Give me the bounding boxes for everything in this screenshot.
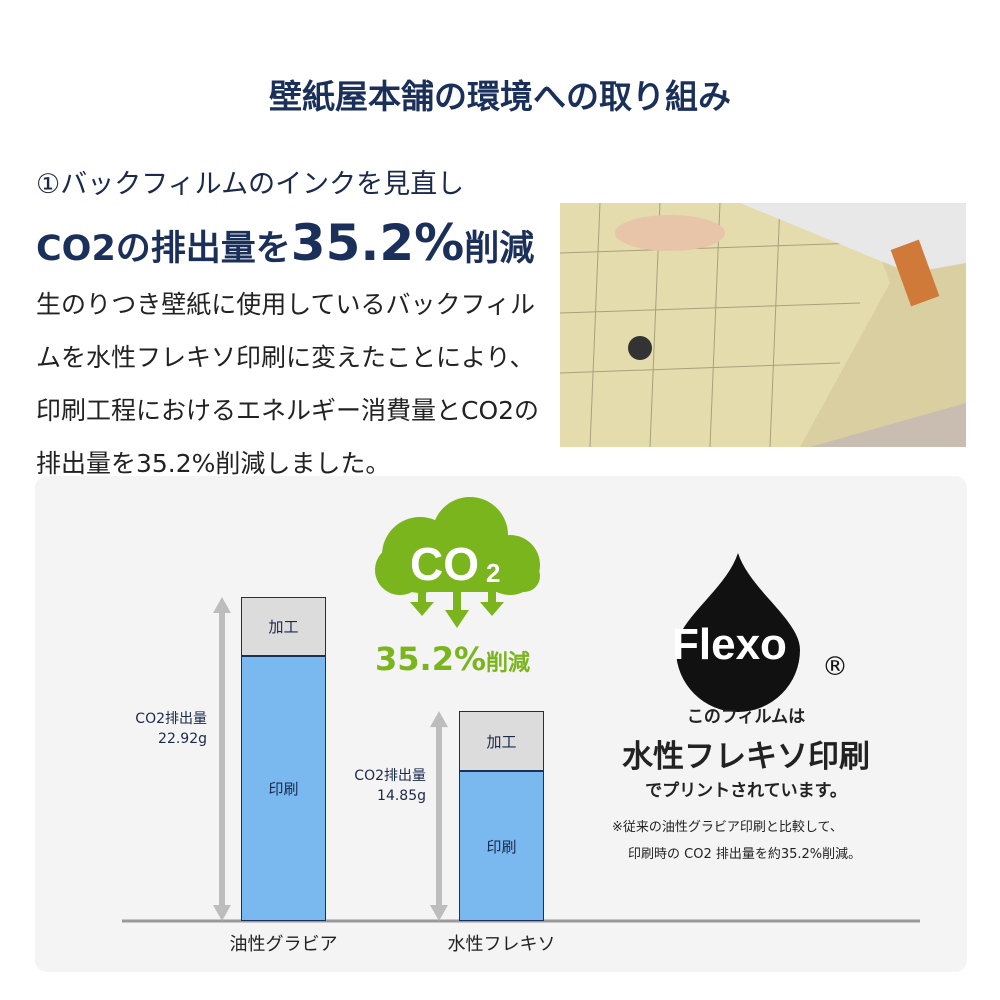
reduction-value: 35.2% bbox=[375, 640, 487, 678]
flexo-logo: Flexo bbox=[672, 620, 787, 669]
section-body: 生のりつき壁紙に使用しているバックフィルムを水性フレキソ印刷に変えたことにより、… bbox=[36, 290, 540, 478]
flexo-line1: このフィルムは bbox=[686, 707, 806, 727]
total-label-name: CO2排出量 bbox=[135, 711, 207, 727]
flexo-note1: ※従来の油性グラビア印刷と比較して、 bbox=[612, 820, 843, 835]
flexo-note2: 印刷時の CO2 排出量を約35.2%削減。 bbox=[628, 847, 862, 862]
flexo-line3: でプリントされています。 bbox=[645, 781, 847, 801]
bar-segment-印刷: 印刷 bbox=[242, 657, 325, 920]
total-label: CO2排出量 22.92g bbox=[107, 709, 207, 749]
reduction-label: 35.2%削減 bbox=[375, 640, 530, 678]
bar-segment-印刷: 印刷 bbox=[460, 772, 543, 920]
stacked-bar: 加工 印刷 bbox=[241, 597, 326, 921]
x-tick-label: 水性フレキソ bbox=[447, 934, 556, 955]
headline-pre: CO2の排出量を bbox=[36, 229, 291, 269]
total-arrow bbox=[430, 711, 448, 921]
headline-post: 削減 bbox=[464, 229, 535, 269]
section-headline: CO2の排出量を35.2%削減 bbox=[36, 214, 534, 272]
page-title: 壁紙屋本舗の環境への取り組み bbox=[269, 77, 731, 116]
cloud-text: CO bbox=[410, 538, 479, 590]
registered-mark: ® bbox=[822, 652, 848, 682]
total-arrow bbox=[213, 597, 231, 921]
product-photo bbox=[560, 203, 966, 447]
headline-value: 35.2% bbox=[290, 214, 465, 272]
bar-segment-加工: 加工 bbox=[242, 598, 325, 658]
bar-segment-加工: 加工 bbox=[460, 712, 543, 773]
cloud-icon bbox=[375, 497, 540, 628]
x-tick-label: 油性グラビア bbox=[229, 934, 338, 955]
total-label-value: 22.92g bbox=[158, 731, 207, 747]
drop-icon bbox=[676, 553, 800, 712]
section-subtitle: ①バックフィルムのインクを見直し bbox=[36, 169, 465, 200]
flexo-line2: 水性フレキソ印刷 bbox=[622, 739, 870, 775]
reduction-suffix: 削減 bbox=[486, 651, 531, 676]
total-label-name: CO2排出量 bbox=[354, 768, 426, 785]
cloud-sub: 2 bbox=[486, 558, 500, 588]
total-label: CO2排出量 14.85g bbox=[326, 766, 426, 806]
total-label-value: 14.85g bbox=[377, 788, 426, 805]
stacked-bar: 加工 印刷 bbox=[459, 711, 544, 921]
